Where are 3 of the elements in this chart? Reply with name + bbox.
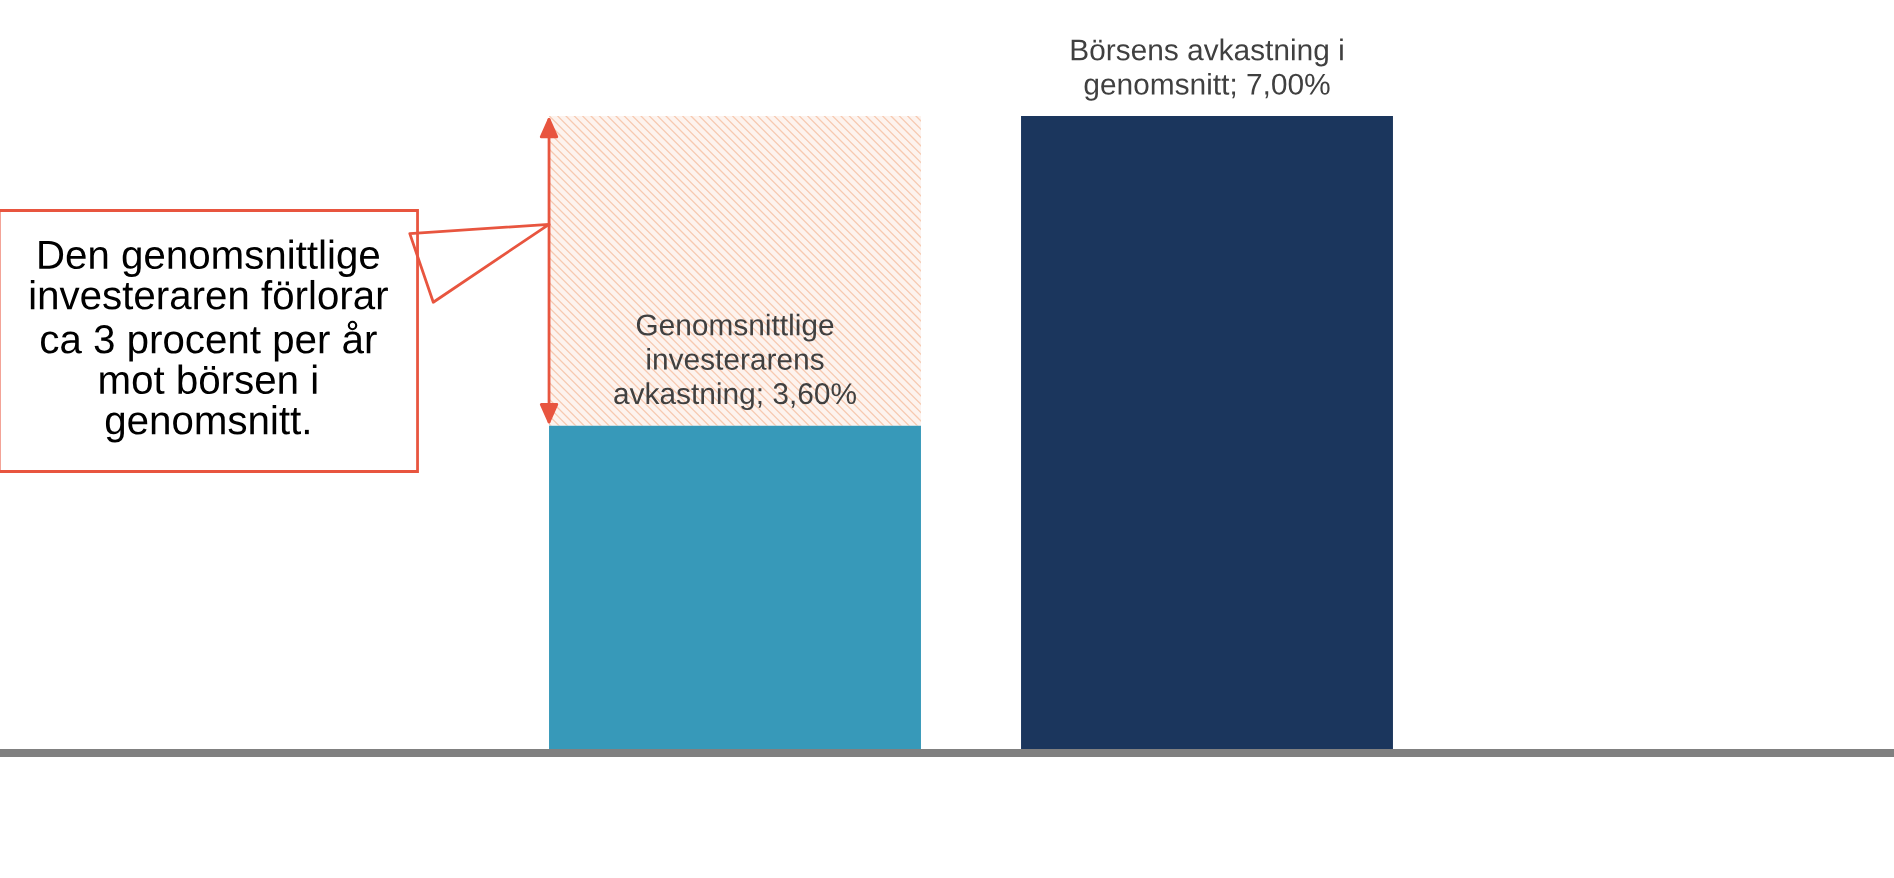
data-label: Börsens avkastning i genomsnitt; 7,00% (1071, 38, 1343, 101)
text: Den genomsnittlige investeraren förlorar ca 3 procent per år mot börsen i genomsnitt. (30, 239, 388, 443)
data-label: Genomsnittlige investerarens avkastning; 3,60% (614, 313, 856, 411)
